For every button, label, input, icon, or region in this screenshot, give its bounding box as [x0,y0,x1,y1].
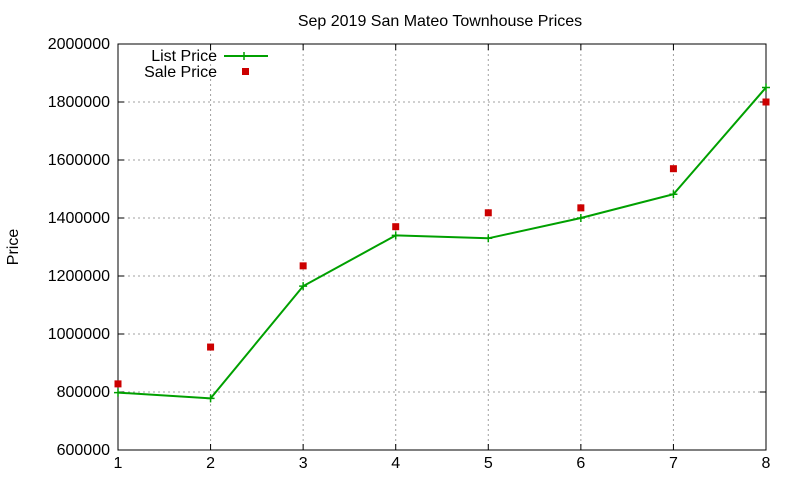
legend-label-sale-price: Sale Price [144,64,217,81]
legend-marker-sale-price [242,68,249,75]
list-price-point [669,190,678,199]
list-price-point [299,282,308,291]
y-axis-label: Price [5,229,22,266]
list-price-point [576,214,585,222]
y-axis-ticks: 600000 800000 1000000 1200000 1400000 1600000… [48,36,766,459]
y-tick-label: 1600000 [48,152,110,169]
sale-price-point [207,343,215,351]
list-price-point [762,83,770,92]
list-price-point [206,394,215,403]
sale-price-point [762,98,770,106]
legend-marker-list-price [240,52,248,60]
y-tick-label: 2000000 [48,36,110,53]
series [114,83,770,403]
x-tick-label: 3 [299,455,308,472]
y-tick-label: 800000 [57,384,110,401]
y-tick-label: 1800000 [48,94,110,111]
y-tick-label: 600000 [57,442,110,459]
list-price-point [114,388,122,397]
legend-label-list-price: List Price [151,48,217,65]
sale-price-point [299,262,307,270]
sale-price-point [577,204,585,212]
list-price-point [391,231,400,240]
y-tick-label: 1000000 [48,326,110,343]
sale-price-point [484,209,492,217]
x-tick-label: 2 [206,455,215,472]
y-tick-label: 1400000 [48,210,110,227]
x-tick-label: 7 [669,455,678,472]
x-tick-label: 8 [762,455,771,472]
list-price-line [117,86,767,400]
x-tick-label: 1 [114,455,123,472]
x-tick-label: 4 [391,455,400,472]
sale-price-point [114,380,122,388]
sale-price-point [669,165,677,173]
y-tick-label: 1200000 [48,268,110,285]
list-price-point [484,234,493,243]
plot-frame [117,43,767,451]
grid-lines [118,44,766,450]
legend: List Price Sale Price [144,48,268,81]
x-tick-label: 5 [484,455,493,472]
sale-price-point [392,223,400,231]
chart-title: Sep 2019 San Mateo Townhouse Prices [298,13,582,30]
x-axis-ticks: 1 2 3 4 5 6 7 8 [114,44,771,472]
x-tick-label: 6 [576,455,585,472]
